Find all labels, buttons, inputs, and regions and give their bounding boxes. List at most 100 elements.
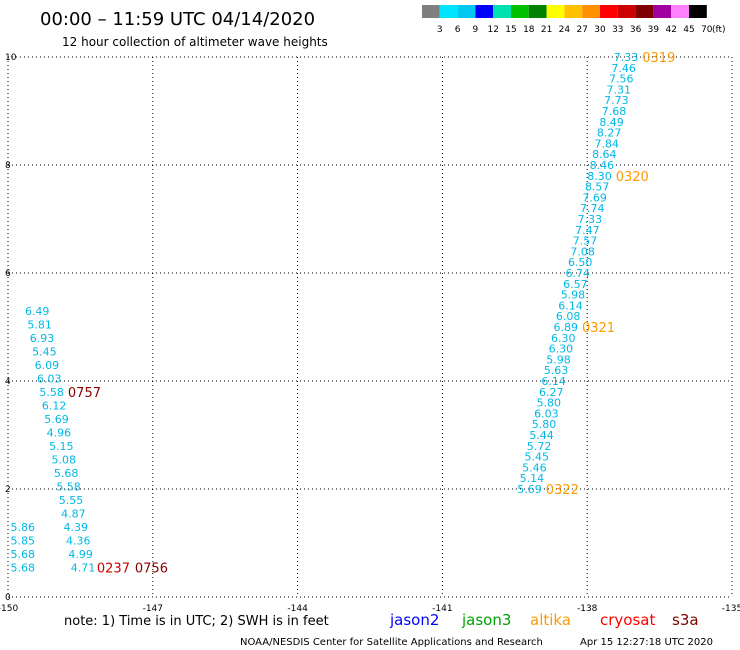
- swh-value-label: 6.03: [37, 372, 62, 385]
- swh-value-label: 5.15: [49, 440, 74, 453]
- swh-value-label: 8.30: [587, 170, 612, 183]
- y-tick-label: 4: [5, 377, 11, 387]
- footer-timestamp: Apr 15 12:27:18 UTC 2020: [580, 637, 713, 648]
- swh-value-label: 6.74: [566, 267, 591, 280]
- y-tick-label: 0: [5, 593, 11, 603]
- swh-marks: 7.337.467.567.317.737.688.498.277.848.64…: [10, 51, 675, 576]
- swh-value-label: 5.45: [32, 345, 57, 358]
- swh-value-label: 5.45: [525, 451, 550, 464]
- x-tick-label: -141: [432, 604, 452, 614]
- swh-value-label: 7.46: [611, 62, 636, 75]
- swh-value-label: 4.39: [64, 521, 89, 534]
- color-legend: 3 6 9 12 15 18 21 24 27 30 33 36 39 42 45 70 (ft): [422, 5, 726, 35]
- legend-swatch: [635, 5, 654, 18]
- satellite-label-cryosat: cryosat: [600, 611, 655, 629]
- swh-value-label: 8.57: [585, 181, 610, 194]
- legend-label: 30: [594, 25, 606, 35]
- swh-value-label: 5.14: [520, 472, 545, 485]
- y-tick-label: 8: [5, 161, 11, 171]
- x-tick-label: -138: [577, 604, 598, 614]
- legend-swatch: [475, 5, 494, 18]
- swh-value-label: 4.96: [47, 426, 72, 439]
- swh-value-label: 6.14: [541, 375, 566, 388]
- swh-value-label: 8.64: [592, 148, 617, 161]
- swh-value-label: 4.36: [66, 534, 91, 547]
- swh-value-label: 6.49: [25, 305, 50, 318]
- legend-swatch: [582, 5, 600, 18]
- swh-value-label: 7.68: [602, 105, 627, 118]
- satellite-legend: jason2 jason3 altika cryosat s3a: [389, 611, 699, 629]
- swh-value-label: 8.46: [590, 159, 615, 172]
- swh-value-label: 7.57: [573, 235, 598, 248]
- swh-value-label: 5.68: [54, 467, 79, 480]
- swh-value-label: 6.12: [42, 399, 67, 412]
- swh-value-label: 6.08: [556, 310, 581, 323]
- swh-value-label: 5.98: [546, 353, 571, 366]
- swh-value-label: 5.86: [10, 521, 35, 534]
- swh-value-label: 5.08: [51, 453, 76, 466]
- footer-credit: NOAA/NESDIS Center for Satellite Applica…: [240, 637, 543, 648]
- chart-title: 00:00 – 11:59 UTC 04/14/2020: [40, 9, 315, 30]
- chart-subtitle: 12 hour collection of altimeter wave hei…: [62, 35, 328, 49]
- legend-swatch: [600, 5, 618, 18]
- swh-value-label: 7.08: [570, 245, 595, 258]
- swh-value-label: 8.49: [599, 116, 624, 129]
- time-label: 0757: [68, 386, 101, 401]
- swh-value-label: 5.68: [10, 548, 35, 561]
- legend-swatch: [457, 5, 476, 18]
- swh-value-label: 7.74: [580, 202, 605, 215]
- legend-label: 24: [559, 25, 571, 35]
- legend-label: 6: [455, 25, 461, 35]
- time-label: 0237: [97, 561, 130, 576]
- y-tick-label: 6: [5, 269, 11, 279]
- legend-swatch: [546, 5, 565, 18]
- legend-label: 18: [523, 25, 535, 35]
- legend-swatch: [439, 5, 458, 18]
- x-tick-label: -150: [0, 604, 18, 614]
- swh-value-label: 6.57: [563, 278, 588, 291]
- legend-label: 42: [665, 25, 676, 35]
- legend-swatch: [493, 5, 511, 18]
- x-tick-label: -147: [143, 604, 163, 614]
- swh-value-label: 6.30: [549, 343, 574, 356]
- legend-label: 9: [473, 25, 479, 35]
- swh-value-label: 6.93: [30, 332, 55, 345]
- swh-value-label: 7.56: [609, 73, 634, 86]
- swh-value-label: 7.31: [607, 83, 632, 96]
- swh-value-label: 4.71: [71, 561, 96, 574]
- swh-value-label: 6.14: [558, 299, 583, 312]
- satellite-label-jason2: jason2: [389, 611, 439, 629]
- swh-value-label: 7.69: [582, 191, 607, 204]
- swh-value-label: 6.27: [539, 386, 564, 399]
- swh-value-label: 5.68: [10, 561, 35, 574]
- swh-value-label: 5.55: [59, 494, 84, 507]
- legend-swatch: [689, 5, 707, 18]
- legend-label: 70: [701, 25, 713, 35]
- swh-value-label: 5.98: [561, 289, 586, 302]
- swh-value-label: 8.27: [597, 127, 622, 140]
- legend-swatch: [511, 5, 529, 18]
- satellite-label-jason3: jason3: [461, 611, 511, 629]
- swh-value-label: 5.63: [544, 364, 569, 377]
- legend-label: 3: [437, 25, 443, 35]
- y-tick-label: 10: [5, 53, 17, 63]
- legend-swatch: [671, 5, 689, 18]
- swh-value-label: 5.72: [527, 440, 552, 453]
- swh-value-label: 4.87: [61, 507, 86, 520]
- plot-axes: -150 -147 -144 -141 -138 -135 0 2 4 6 8 10: [0, 53, 740, 614]
- swh-value-label: 5.85: [10, 534, 35, 547]
- swh-value-label: 7.33: [578, 213, 603, 226]
- legend-swatch: [617, 5, 636, 18]
- time-label: 0321: [582, 321, 615, 336]
- time-label: 0319: [642, 51, 675, 66]
- swh-value-label: 5.58: [39, 386, 64, 399]
- swh-value-label: 7.33: [614, 51, 639, 64]
- legend-label: 21: [541, 25, 552, 35]
- legend-label: 12: [487, 25, 498, 35]
- swh-value-label: 6.09: [35, 359, 60, 372]
- footer-note: note: 1) Time is in UTC; 2) SWH is in fe…: [64, 614, 329, 629]
- swh-value-label: 6.50: [568, 256, 593, 269]
- swh-value-label: 5.46: [522, 461, 547, 474]
- satellite-label-altika: altika: [530, 611, 571, 629]
